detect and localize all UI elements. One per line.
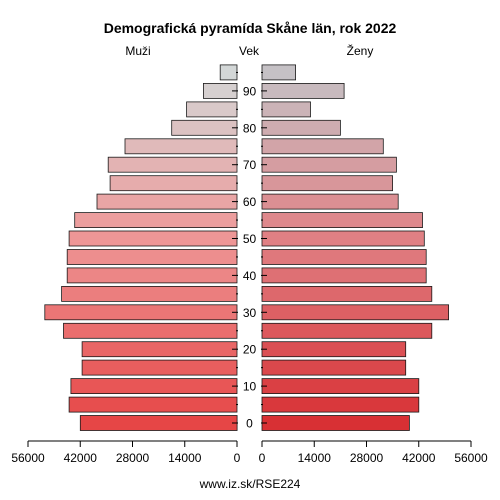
age-label: Vek xyxy=(239,44,260,58)
female-bar xyxy=(261,249,427,265)
female-bar xyxy=(261,285,433,302)
female-bar xyxy=(261,156,397,173)
male-bar xyxy=(66,249,238,265)
male-bar xyxy=(66,267,238,284)
female-bar xyxy=(261,396,420,413)
age-tick-label: 60 xyxy=(243,195,257,209)
x-tick-label-left: 0 xyxy=(234,451,241,465)
age-tick-label: 40 xyxy=(243,269,257,283)
x-tick-label-left: 28000 xyxy=(116,451,150,465)
x-tick-label-left: 56000 xyxy=(11,451,45,465)
bars-group xyxy=(44,64,450,431)
male-bar xyxy=(61,285,238,302)
x-tick-label-right: 14000 xyxy=(298,451,332,465)
male-bar xyxy=(74,212,238,229)
age-tick-label: 80 xyxy=(243,121,257,135)
male-bar xyxy=(68,230,238,247)
male-bar xyxy=(79,415,238,431)
female-bar xyxy=(261,64,296,81)
male-bar xyxy=(81,359,238,376)
axes-group: 56000 42000 28000 14000 0 0 14000 28000 42000 560… xyxy=(11,71,488,465)
male-bar xyxy=(68,396,238,413)
age-tick-label: 10 xyxy=(243,380,257,394)
male-bar xyxy=(186,101,238,118)
chart-title: Demografická pyramída Skåne län, rok 202… xyxy=(104,20,397,36)
male-bar xyxy=(202,83,238,99)
male-bar xyxy=(124,138,238,155)
x-tick-label-right: 0 xyxy=(259,451,266,465)
age-tick-label: 30 xyxy=(243,306,257,320)
male-bar xyxy=(70,378,238,395)
males-label: Muži xyxy=(125,44,150,58)
female-bar xyxy=(261,83,345,99)
female-bar xyxy=(261,175,394,192)
female-bar xyxy=(261,193,399,210)
age-tick-label: 50 xyxy=(243,232,257,246)
male-bar xyxy=(109,175,238,192)
female-bar xyxy=(261,378,420,395)
x-tick-label-left: 14000 xyxy=(168,451,202,465)
x-tick-label-right: 56000 xyxy=(454,451,488,465)
female-bar xyxy=(261,304,450,321)
male-bar xyxy=(219,64,238,81)
male-bar xyxy=(81,341,238,358)
age-tick-label: 0 xyxy=(246,417,253,431)
female-bar xyxy=(261,119,341,136)
male-bar xyxy=(171,119,238,136)
female-bar xyxy=(261,212,423,229)
female-bar xyxy=(261,230,425,247)
source-label: www.iz.sk/RSE224 xyxy=(199,477,301,491)
female-bar xyxy=(261,415,410,431)
x-tick-label-left: 42000 xyxy=(64,451,98,465)
age-tick-label: 20 xyxy=(243,343,257,357)
female-bar xyxy=(261,359,407,376)
age-tick-label: 90 xyxy=(243,84,257,98)
female-bar xyxy=(261,101,311,118)
male-bar xyxy=(44,304,238,321)
female-bar xyxy=(261,138,384,155)
females-label: Ženy xyxy=(347,43,374,58)
x-tick-label-right: 28000 xyxy=(350,451,384,465)
male-bar xyxy=(63,322,238,339)
male-bar xyxy=(107,156,238,173)
x-tick-label-right: 42000 xyxy=(402,451,436,465)
female-bar xyxy=(261,341,407,358)
female-bar xyxy=(261,267,427,284)
male-bar xyxy=(96,193,238,210)
age-tick-label: 70 xyxy=(243,158,257,172)
female-bar xyxy=(261,322,433,339)
